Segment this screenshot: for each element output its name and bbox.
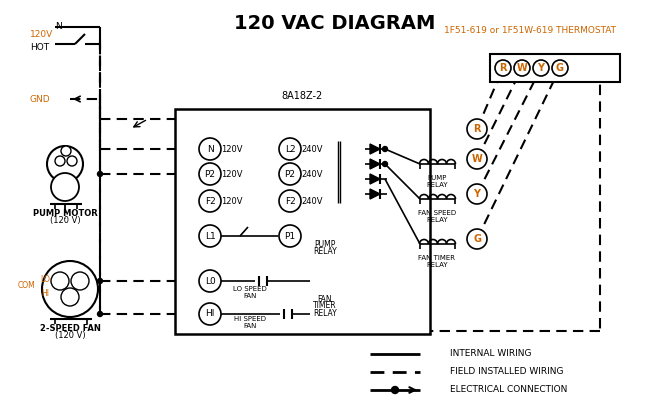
Text: 120V: 120V: [221, 145, 243, 153]
Polygon shape: [370, 159, 380, 169]
Text: 8A18Z-2: 8A18Z-2: [282, 91, 323, 101]
Circle shape: [51, 173, 79, 201]
Circle shape: [67, 156, 77, 166]
Circle shape: [71, 272, 89, 290]
Circle shape: [391, 386, 399, 393]
Circle shape: [199, 225, 221, 247]
Text: Y: Y: [474, 189, 480, 199]
Text: 120V: 120V: [221, 197, 243, 205]
Circle shape: [467, 149, 487, 169]
Circle shape: [279, 138, 301, 160]
Circle shape: [279, 225, 301, 247]
Text: FAN SPEED: FAN SPEED: [418, 210, 456, 216]
Circle shape: [514, 60, 530, 76]
Text: HI: HI: [41, 290, 49, 298]
Text: INTERNAL WIRING: INTERNAL WIRING: [450, 349, 531, 359]
Text: HI: HI: [205, 310, 214, 318]
Circle shape: [467, 119, 487, 139]
Text: FAN TIMER: FAN TIMER: [419, 255, 456, 261]
Text: RELAY: RELAY: [426, 182, 448, 188]
Text: RELAY: RELAY: [426, 262, 448, 268]
Text: R: R: [473, 124, 481, 134]
Text: RELAY: RELAY: [426, 217, 448, 223]
Circle shape: [279, 190, 301, 212]
Text: RELAY: RELAY: [313, 308, 337, 318]
Text: FIELD INSTALLED WIRING: FIELD INSTALLED WIRING: [450, 367, 563, 377]
Circle shape: [383, 147, 387, 152]
Text: 120V: 120V: [30, 29, 53, 39]
Text: F2: F2: [285, 197, 295, 205]
Circle shape: [199, 270, 221, 292]
Circle shape: [61, 146, 71, 156]
Text: ELECTRICAL CONNECTION: ELECTRICAL CONNECTION: [450, 385, 567, 395]
Polygon shape: [370, 144, 380, 154]
Circle shape: [279, 163, 301, 185]
Circle shape: [61, 288, 79, 306]
Circle shape: [495, 60, 511, 76]
Circle shape: [199, 138, 221, 160]
Text: HOT: HOT: [30, 42, 49, 52]
Text: LO SPEED: LO SPEED: [233, 286, 267, 292]
Circle shape: [98, 279, 103, 284]
Text: W: W: [517, 63, 527, 73]
Text: R: R: [499, 63, 507, 73]
Text: GND: GND: [30, 95, 51, 103]
Text: RELAY: RELAY: [313, 246, 337, 256]
Circle shape: [42, 261, 98, 317]
Text: PUMP: PUMP: [314, 240, 336, 248]
Text: (120 V): (120 V): [55, 331, 85, 340]
Text: PUMP MOTOR: PUMP MOTOR: [33, 209, 97, 218]
Text: P2: P2: [204, 170, 216, 178]
Circle shape: [199, 190, 221, 212]
Text: 120V: 120V: [221, 170, 243, 178]
Circle shape: [533, 60, 549, 76]
Text: L1: L1: [204, 232, 215, 241]
Circle shape: [467, 229, 487, 249]
Circle shape: [199, 303, 221, 325]
Circle shape: [55, 156, 65, 166]
Text: P1: P1: [285, 232, 295, 241]
Text: 240V: 240V: [302, 197, 323, 205]
Text: W: W: [472, 154, 482, 164]
Text: L2: L2: [285, 145, 295, 153]
Text: (120 V): (120 V): [50, 216, 80, 225]
Circle shape: [51, 272, 69, 290]
Text: G: G: [556, 63, 564, 73]
Text: N: N: [55, 21, 62, 31]
Circle shape: [47, 146, 83, 182]
FancyBboxPatch shape: [490, 54, 620, 82]
Text: 240V: 240V: [302, 145, 323, 153]
Polygon shape: [370, 174, 380, 184]
Text: LO: LO: [40, 274, 50, 284]
Text: F2: F2: [204, 197, 215, 205]
Text: FAN: FAN: [318, 295, 332, 303]
Circle shape: [199, 163, 221, 185]
Text: FAN: FAN: [243, 293, 257, 299]
Text: 2-SPEED FAN: 2-SPEED FAN: [40, 324, 100, 333]
Circle shape: [98, 171, 103, 176]
Circle shape: [552, 60, 568, 76]
Text: 120 VAC DIAGRAM: 120 VAC DIAGRAM: [234, 14, 436, 33]
FancyBboxPatch shape: [175, 109, 430, 334]
Circle shape: [383, 161, 387, 166]
Text: G: G: [473, 234, 481, 244]
Circle shape: [467, 184, 487, 204]
Text: FAN: FAN: [243, 323, 257, 329]
Text: L0: L0: [204, 277, 215, 285]
Text: PUMP: PUMP: [427, 175, 447, 181]
Text: P2: P2: [285, 170, 295, 178]
Text: TIMER: TIMER: [313, 302, 337, 310]
Text: COM: COM: [17, 282, 35, 290]
Text: 1F51-619 or 1F51W-619 THERMOSTAT: 1F51-619 or 1F51W-619 THERMOSTAT: [444, 26, 616, 35]
Polygon shape: [370, 189, 380, 199]
Text: N: N: [206, 145, 213, 153]
Circle shape: [98, 311, 103, 316]
Text: Y: Y: [537, 63, 545, 73]
Text: HI SPEED: HI SPEED: [234, 316, 266, 322]
Text: 240V: 240V: [302, 170, 323, 178]
